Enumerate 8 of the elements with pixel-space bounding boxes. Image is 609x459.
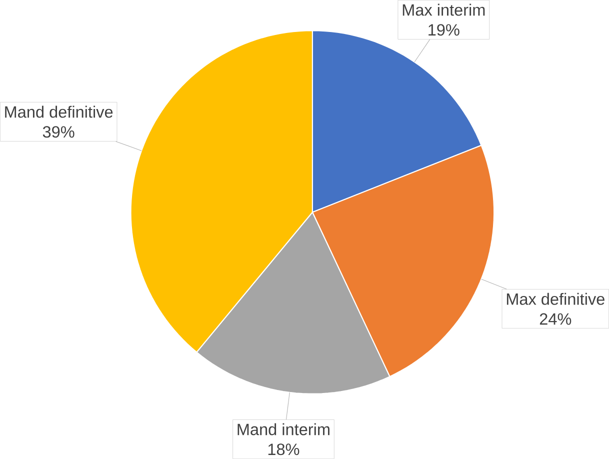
data-label: 24%: [540, 313, 572, 325]
slice-label: Max definitive: [506, 292, 604, 305]
data-label: 19%: [428, 24, 460, 36]
data-label: 39%: [42, 126, 74, 138]
slice-label: Mand definitive: [5, 106, 113, 118]
slice-label: Max interim: [402, 4, 485, 16]
slice-label: Mand interim: [238, 423, 330, 436]
data-label: 18%: [268, 444, 300, 456]
